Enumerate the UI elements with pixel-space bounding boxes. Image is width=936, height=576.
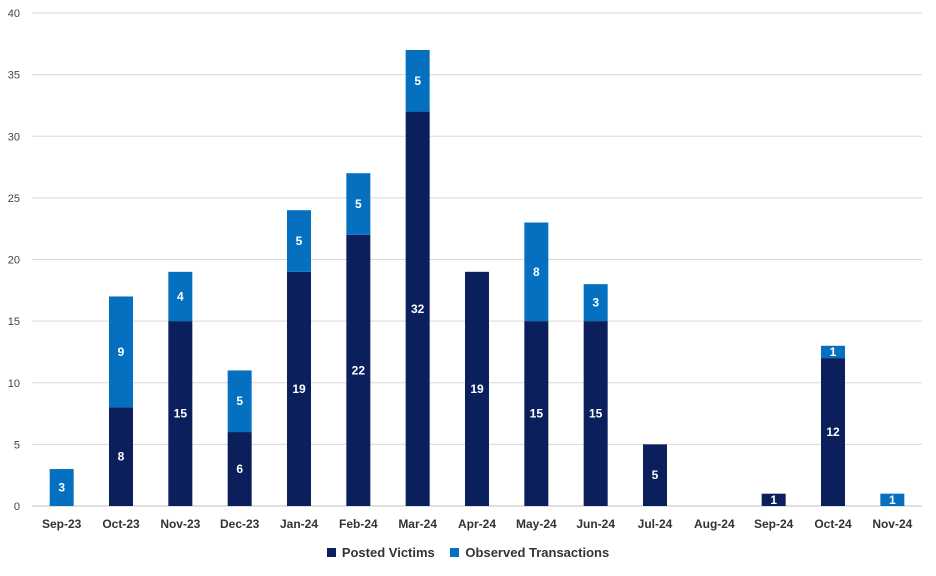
- x-axis-ticks: Sep-23 Oct-23 Nov-23 Dec-23 Jan-24 Feb-24 Mar-…: [42, 517, 913, 531]
- bar-segment: [880, 493, 905, 506]
- x-tick-label: Jan-24: [280, 517, 318, 531]
- legend-swatch-observed-transactions: [450, 548, 460, 557]
- data-label: 1: [830, 345, 837, 359]
- data-label: 1: [770, 493, 777, 507]
- x-tick-label: Sep-23: [42, 517, 82, 531]
- data-label: 8: [533, 265, 540, 279]
- bar-segment: [49, 469, 74, 506]
- bar-segment: [346, 234, 371, 506]
- bar-segment: [227, 370, 252, 433]
- x-tick-label: Sep-24: [754, 517, 794, 531]
- y-tick-label: 35: [8, 70, 20, 82]
- legend: Posted Victims Observed Transactions: [0, 545, 936, 560]
- data-label: 32: [411, 302, 425, 316]
- x-tick-label: Feb-24: [339, 517, 378, 531]
- data-label: 5: [236, 394, 243, 408]
- bar-segment: [524, 321, 549, 506]
- data-label: 19: [470, 382, 484, 396]
- legend-label-observed-transactions: Observed Transactions: [465, 545, 610, 560]
- data-label: 4: [177, 289, 184, 303]
- bar-segment: [465, 271, 489, 506]
- bar-segment: [524, 222, 549, 322]
- x-tick-label: Oct-24: [814, 517, 852, 531]
- y-axis-ticks: 0 5 10 15 20 25 30 35 40: [8, 8, 20, 513]
- x-tick-label: Mar-24: [398, 517, 437, 531]
- data-label: 3: [592, 296, 599, 310]
- y-tick-label: 10: [8, 378, 20, 390]
- data-label: 22: [352, 363, 366, 377]
- bar-segment: [821, 345, 845, 359]
- bar-segment: [643, 444, 667, 506]
- data-label: 15: [174, 407, 188, 421]
- x-tick-label: Oct-23: [102, 517, 140, 531]
- legend-item-observed-transactions: Observed Transactions: [450, 545, 609, 560]
- y-tick-label: 20: [8, 255, 20, 267]
- bar-segment: [583, 284, 608, 322]
- data-label: 12: [826, 425, 840, 439]
- data-label: 15: [589, 407, 603, 421]
- data-label: 5: [296, 234, 303, 248]
- data-label: 5: [414, 74, 421, 88]
- bar-segment: [405, 111, 430, 506]
- y-tick-label: 15: [8, 316, 20, 328]
- bar-segment: [287, 210, 311, 272]
- bar-segment: [287, 271, 311, 506]
- data-label: 8: [118, 450, 125, 464]
- data-label: 1: [889, 493, 896, 507]
- bar-segment: [583, 321, 608, 506]
- legend-label-posted-victims: Posted Victims: [341, 545, 435, 560]
- legend-swatch-posted-victims: [326, 548, 336, 557]
- data-label: 5: [355, 197, 362, 211]
- y-tick-label: 5: [14, 439, 20, 451]
- data-label: 6: [236, 462, 243, 476]
- bar-segment: [346, 173, 371, 235]
- data-label: 5: [652, 468, 659, 482]
- x-tick-label: Aug-24: [694, 517, 735, 531]
- bar-segment: [168, 321, 193, 506]
- legend-item-posted-victims: Posted Victims: [326, 545, 435, 560]
- data-label: 3: [58, 481, 65, 495]
- bar-segment: [168, 271, 193, 322]
- x-tick-label: Apr-24: [458, 517, 496, 531]
- data-label: 9: [118, 345, 125, 359]
- data-labels: 3 8 9 15 4 6 5 19 5 22 5 32 5 19 15 8 15 3 5 1 12 1 1: [58, 74, 896, 507]
- x-tick-label: Dec-23: [220, 517, 260, 531]
- x-tick-label: May-24: [516, 517, 557, 531]
- bar-segment: [761, 493, 786, 506]
- data-label: 19: [292, 382, 306, 396]
- data-label: 15: [530, 407, 544, 421]
- bar-segment: [109, 407, 133, 506]
- x-tick-label: Jul-24: [638, 517, 673, 531]
- y-tick-label: 0: [14, 501, 20, 513]
- bars: [49, 49, 905, 506]
- bar-segment: [227, 432, 252, 506]
- y-tick-label: 25: [8, 193, 20, 205]
- bar-segment: [109, 296, 133, 408]
- bar-segment: [405, 49, 430, 112]
- y-tick-label: 40: [8, 8, 20, 20]
- x-tick-label: Nov-24: [872, 517, 912, 531]
- y-tick-label: 30: [8, 131, 20, 143]
- bar-segment: [821, 358, 845, 506]
- x-tick-label: Jun-24: [576, 517, 615, 531]
- x-tick-label: Nov-23: [160, 517, 200, 531]
